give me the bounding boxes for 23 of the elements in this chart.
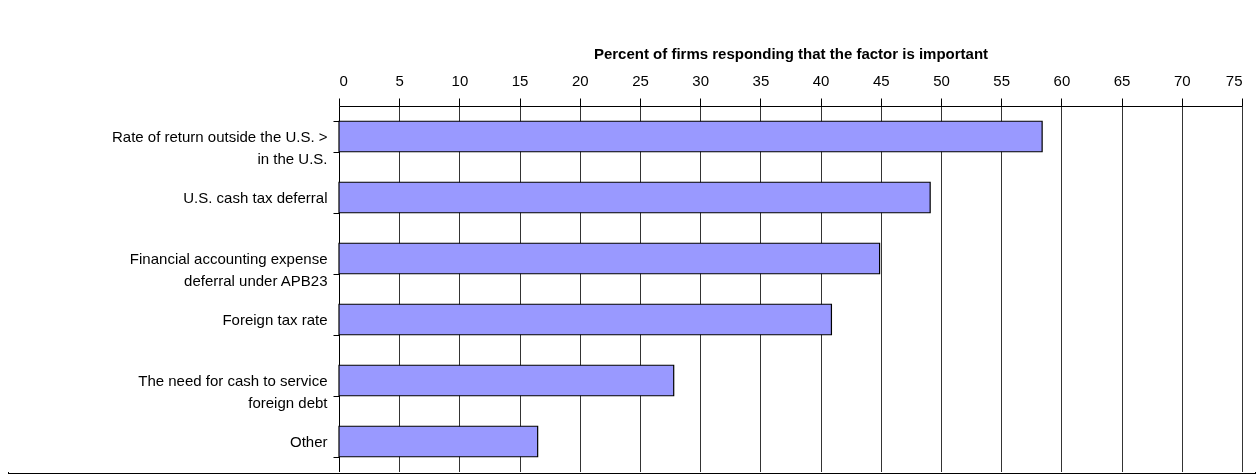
y-tick-label: Rate of return outside the U.S. > in the U.S.: [111, 128, 328, 167]
x-tick-label: 0: [339, 71, 348, 89]
x-tick-label: 65: [1113, 71, 1131, 89]
x-tick-label: 20: [571, 71, 589, 89]
x-tick-label: 30: [692, 71, 710, 89]
x-tick-label: 15: [511, 71, 529, 89]
y-tick-label: Foreign tax rate: [222, 311, 328, 328]
y-tick-label: Other: [289, 433, 328, 450]
x-tick-label: 55: [993, 71, 1011, 89]
x-tick-label: 75: [1225, 71, 1243, 89]
x-tick-label: 50: [933, 71, 950, 89]
x-axis-title: Percent of firms responding that the factor is important: [593, 44, 989, 62]
x-tick-label: 60: [1053, 71, 1071, 89]
x-tick-label: 45: [872, 71, 890, 89]
x-tick-label: 70: [1173, 71, 1191, 89]
x-tick-label: 5: [395, 71, 404, 89]
x-tick-label: 35: [752, 71, 770, 89]
x-tick-label: 40: [812, 71, 830, 89]
y-tick-label: Financial accounting expense deferral under APB23: [129, 250, 328, 289]
x-tick-label: 10: [451, 71, 469, 89]
y-tick-label: U.S. cash tax deferral: [183, 189, 328, 206]
x-tick-label: 25: [632, 71, 649, 89]
y-tick-label: The need for cash to service foreign debt: [138, 372, 329, 411]
